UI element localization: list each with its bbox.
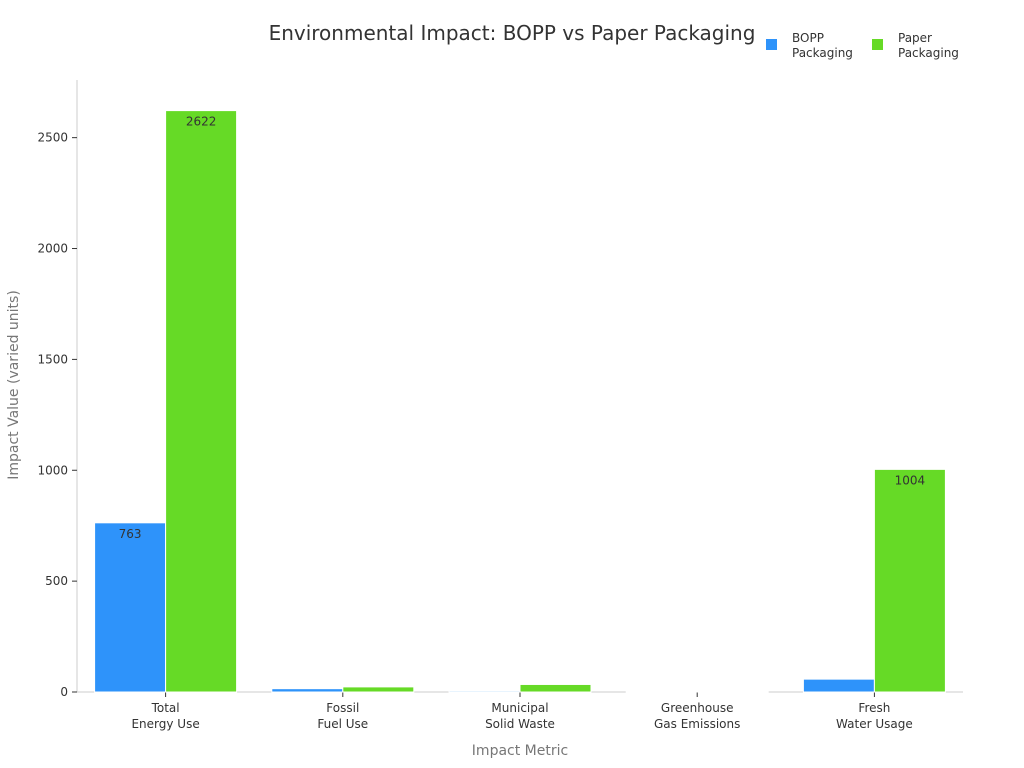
- y-tick-label: 2000: [37, 242, 68, 256]
- bar-value-label: 2622: [186, 115, 217, 129]
- legend-label: Paper Packaging: [898, 31, 959, 60]
- chart-title: Environmental Impact: BOPP vs Paper Pack…: [269, 21, 756, 45]
- y-axis-title: Impact Value (varied units): [6, 290, 22, 480]
- x-axis: Total Energy Use Fossil Fuel Use Municipal So…: [77, 691, 963, 731]
- legend-item-bopp-packaging[interactable]: BOPP Packaging: [766, 31, 853, 60]
- legend-item-paper-packaging[interactable]: Paper Packaging: [872, 31, 959, 60]
- y-axis: 0 500 1000 1500 2000 2500: [37, 80, 78, 699]
- legend-swatch: [766, 39, 777, 50]
- bar-bopp-packaging-2[interactable]: [448, 690, 521, 693]
- bar-bopp-packaging-4[interactable]: [802, 678, 875, 693]
- x-tick-label: Municipal Solid Waste: [485, 701, 555, 731]
- x-tick-label: Fresh Water Usage: [836, 701, 913, 731]
- x-tick-label: Fossil Fuel Use: [317, 701, 368, 731]
- bar-value-label: 1004: [895, 473, 926, 487]
- y-tick-label: 2500: [37, 131, 68, 145]
- bar-value-label: 763: [119, 527, 142, 541]
- x-tick-label: Total Energy Use: [131, 701, 199, 731]
- bar-paper-packaging-4[interactable]: [873, 468, 946, 693]
- bar-paper-packaging-2[interactable]: [519, 683, 592, 693]
- legend-swatch: [872, 39, 883, 50]
- bars: [94, 110, 946, 693]
- legend: BOPP Packaging Paper Packaging: [766, 31, 959, 60]
- bar-bopp-packaging-1[interactable]: [271, 688, 344, 693]
- y-tick-label: 1500: [37, 352, 68, 366]
- bar-paper-packaging-0[interactable]: [165, 110, 238, 693]
- bar-labels: 763 2622 1004: [119, 115, 926, 541]
- bar-bopp-packaging-0[interactable]: [94, 522, 167, 693]
- legend-label: BOPP Packaging: [792, 31, 853, 60]
- y-tick-label: 1000: [37, 463, 68, 477]
- bar-paper-packaging-1[interactable]: [342, 686, 415, 693]
- y-tick-label: 0: [60, 685, 68, 699]
- y-tick-label: 500: [45, 574, 68, 588]
- x-tick-label: Greenhouse Gas Emissions: [654, 701, 740, 731]
- x-axis-title: Impact Metric: [472, 743, 568, 759]
